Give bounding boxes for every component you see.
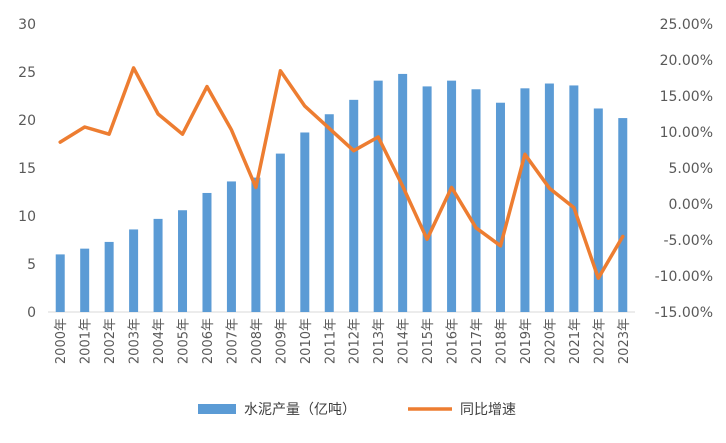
bar <box>618 118 627 312</box>
x-axis-tick-label: 2010年 <box>299 318 314 364</box>
x-axis-tick-label: 2002年 <box>103 318 118 364</box>
right-axis-ticks: -15.00% -10.00% -5.00% 0.00% 5.00% 10.00% 15.0… <box>655 17 713 321</box>
bar <box>251 178 260 312</box>
x-axis-tick-label: 2022年 <box>592 318 607 364</box>
legend-bar-label: 水泥产量（亿吨） <box>244 402 356 418</box>
right-axis-tick-label: -5.00% <box>663 233 713 249</box>
x-axis-tick-label: 2018年 <box>494 318 509 364</box>
bar <box>202 193 211 312</box>
right-axis-tick-label: 0.00% <box>669 197 713 213</box>
bar <box>349 100 358 312</box>
x-axis-tick-label: 2000年 <box>54 318 69 364</box>
x-axis-tick-label: 2011年 <box>323 318 338 364</box>
bar <box>56 254 65 312</box>
bar-series <box>56 74 628 312</box>
growth-line <box>60 68 623 278</box>
bar <box>80 249 89 312</box>
x-axis-tick-label: 2017年 <box>470 318 485 364</box>
left-axis-tick-label: 25 <box>18 65 36 81</box>
right-axis-tick-label: 20.00% <box>660 53 713 69</box>
bar <box>496 103 505 312</box>
bar <box>300 132 309 312</box>
x-axis-tick-label: 2006年 <box>201 318 216 364</box>
x-axis-tick-label: 2003年 <box>128 318 143 364</box>
right-axis-tick-label: 25.00% <box>660 17 713 33</box>
x-axis-tick-label: 2021年 <box>568 318 583 364</box>
bar <box>276 154 285 312</box>
left-axis-ticks: 0 5 10 15 20 25 30 <box>18 17 36 321</box>
bar <box>105 242 114 312</box>
x-axis-tick-label: 2009年 <box>274 318 289 364</box>
bar <box>178 210 187 312</box>
bar <box>423 86 432 312</box>
left-axis-tick-label: 20 <box>18 113 36 129</box>
bar <box>227 181 236 312</box>
left-axis-tick-label: 15 <box>18 161 36 177</box>
x-axis-tick-label: 2013年 <box>372 318 387 364</box>
x-axis-tick-label: 2020年 <box>543 318 558 364</box>
x-axis-tick-label: 2023年 <box>617 318 632 364</box>
right-axis-tick-label: -15.00% <box>655 305 713 321</box>
right-axis-tick-label: 10.00% <box>660 125 713 141</box>
x-axis-tick-label: 2019年 <box>519 318 534 364</box>
x-axis-tick-label: 2016年 <box>446 318 461 364</box>
left-axis-tick-label: 0 <box>27 305 36 321</box>
x-axis-tick-label: 2015年 <box>421 318 436 364</box>
legend-line-label: 同比增速 <box>460 402 516 418</box>
x-axis-tick-label: 2014年 <box>397 318 412 364</box>
right-axis-tick-label: -10.00% <box>655 269 713 285</box>
bar <box>594 108 603 312</box>
bar <box>545 84 554 312</box>
bar <box>154 219 163 312</box>
legend-bar-swatch <box>198 404 236 414</box>
line-series <box>60 68 623 278</box>
x-axis-tick-label: 2001年 <box>79 318 94 364</box>
right-axis-tick-label: 5.00% <box>669 161 713 177</box>
left-axis-tick-label: 5 <box>27 257 36 273</box>
x-axis-ticks: 2000年 2001年 2002年 2003年 2004年 2005年 2006年 2007年… <box>54 318 632 364</box>
x-axis-tick-label: 2012年 <box>348 318 363 364</box>
x-axis-tick-label: 2007年 <box>225 318 240 364</box>
bar <box>374 81 383 312</box>
bar <box>569 85 578 312</box>
bar <box>129 229 138 312</box>
left-axis-tick-label: 30 <box>18 17 36 33</box>
x-axis-tick-label: 2005年 <box>177 318 192 364</box>
x-axis-tick-label: 2004年 <box>152 318 167 364</box>
x-axis-tick-label: 2008年 <box>250 318 265 364</box>
bar <box>520 88 529 312</box>
left-axis-tick-label: 10 <box>18 209 36 225</box>
right-axis-tick-label: 15.00% <box>660 89 713 105</box>
bar <box>325 114 334 312</box>
bar <box>472 89 481 312</box>
legend: 水泥产量（亿吨） 同比增速 <box>198 402 516 418</box>
